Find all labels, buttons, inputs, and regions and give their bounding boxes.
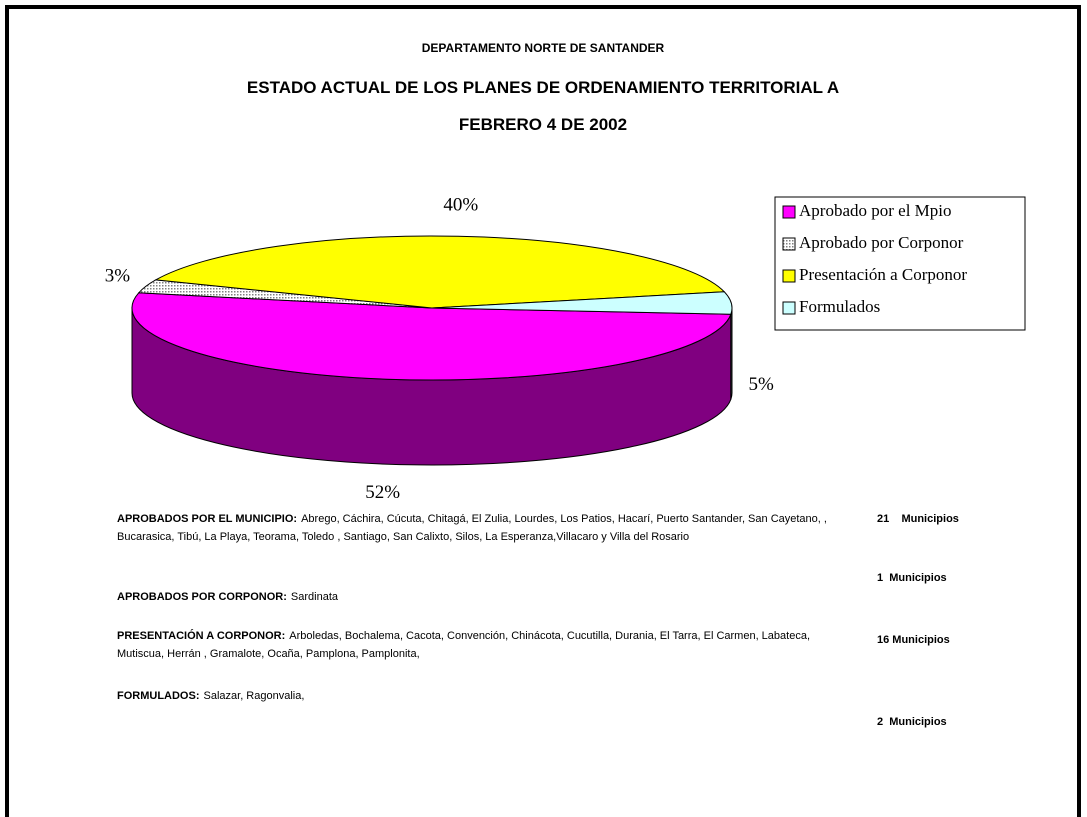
legend: [774, 196, 1026, 331]
data-label: 52%: [365, 482, 400, 503]
note: FORMULADOS: Salazar, Ragonvalia,: [117, 687, 847, 705]
note-count: 1 Municipios: [877, 572, 947, 584]
pie-slice: [154, 235, 726, 309]
note: APROBADOS POR EL MUNICIPIO: Abrego, Cáchi…: [117, 510, 847, 546]
frame: [5, 5, 1081, 817]
note-label: PRESENTACIÓN A CORPONOR:: [117, 630, 286, 642]
note-text: Abrego, Cáchira, Cúcuta, Chitagá, El Zul…: [117, 513, 827, 543]
legend-label: Presentación a Corponor: [799, 265, 967, 284]
legend-label: Aprobado por el Mpio: [799, 201, 952, 220]
note-text: Salazar, Ragonvalia,: [203, 690, 305, 702]
legend-swatch: [782, 301, 796, 315]
note-count: 21 Municipios: [877, 513, 959, 525]
legend-label: Formulados: [799, 297, 880, 316]
chart-subtitle: FEBRERO 4 DE 2002: [459, 115, 627, 134]
legend-swatch: [782, 237, 796, 251]
note-label: APROBADOS POR CORPONOR:: [117, 591, 287, 603]
note: APROBADOS POR CORPONOR: Sardinata: [117, 588, 847, 606]
data-label: 3%: [105, 266, 131, 287]
legend-swatch: [782, 205, 796, 219]
data-label: 40%: [443, 195, 478, 216]
legend-swatch: [782, 269, 796, 283]
pie-slice: [131, 292, 732, 381]
note-label: FORMULADOS:: [117, 690, 200, 702]
pie-side: [730, 307, 733, 400]
note-label: APROBADOS POR EL MUNICIPIO:: [117, 513, 298, 525]
note-count: 16 Municipios: [877, 634, 950, 646]
note-text: Sardinata: [290, 591, 338, 603]
legend-label: Aprobado por Corponor: [799, 233, 964, 252]
note-count: 2 Municipios: [877, 716, 947, 728]
chart-subtitle: ESTADO ACTUAL DE LOS PLANES DE ORDENAMIE…: [247, 78, 839, 97]
data-label: 5%: [749, 374, 775, 395]
chart-title: DEPARTAMENTO NORTE DE SANTANDER: [422, 41, 665, 55]
pie-slice: [431, 291, 733, 315]
note: PRESENTACIÓN A CORPONOR: Arboledas, Bocha…: [117, 627, 847, 663]
note-text: Arboledas, Bochalema, Cacota, Convención…: [117, 630, 811, 660]
